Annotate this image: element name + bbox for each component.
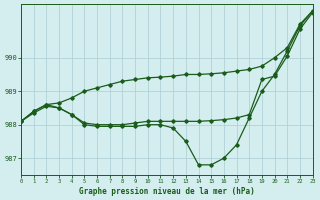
X-axis label: Graphe pression niveau de la mer (hPa): Graphe pression niveau de la mer (hPa)	[79, 187, 255, 196]
